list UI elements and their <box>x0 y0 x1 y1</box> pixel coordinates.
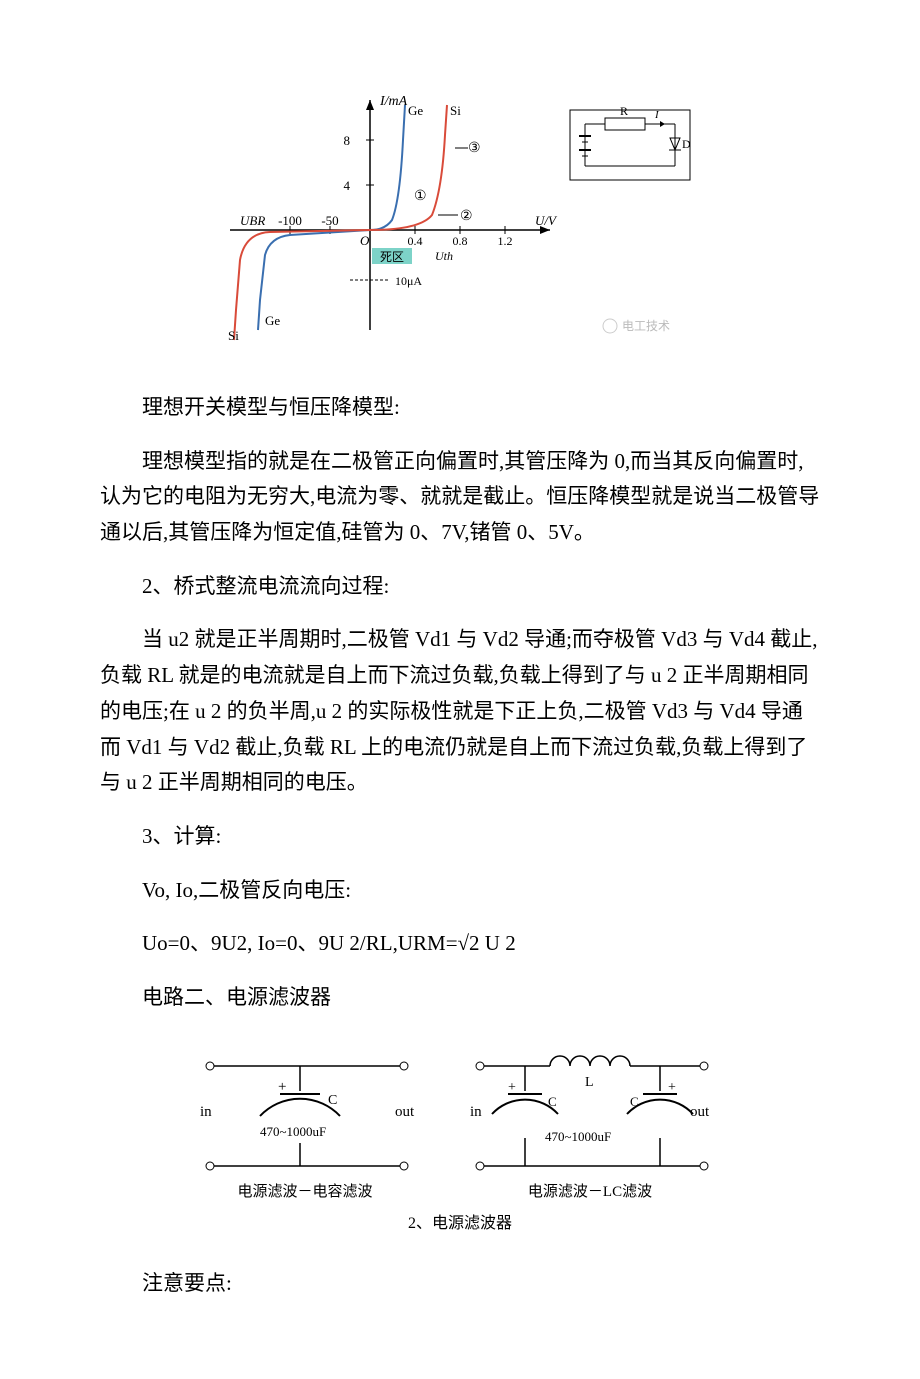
para-calc-heading: 3、计算: <box>100 819 820 855</box>
watermark: 电工技术 <box>603 319 670 333</box>
figure-diode-iv: 8 4 I/mA UBR -100 -50 O 0.4 0.8 1.2 U/V … <box>100 80 820 360</box>
si-reverse-curve <box>234 230 370 340</box>
ge-bottom-label: Ge <box>265 313 280 328</box>
ytick-4: 4 <box>344 178 351 193</box>
circle-1: ① <box>414 189 427 204</box>
cap-in-label: in <box>200 1104 212 1120</box>
xpos-04: 0.4 <box>408 234 423 248</box>
ge-forward-curve <box>370 105 405 230</box>
lc-c1-label: C <box>548 1094 557 1109</box>
filters-svg: in out + C 470~1000uF 电源滤波－电容滤波 <box>180 1036 740 1236</box>
xneg-50: -50 <box>321 213 338 228</box>
filters-main-caption: 2、电源滤波器 <box>408 1214 512 1232</box>
figure-filters: in out + C 470~1000uF 电源滤波－电容滤波 <box>100 1036 820 1236</box>
circuit-i-label: I <box>654 109 660 121</box>
para-calc-vars: Vo, Io,二极管反向电压: <box>100 873 820 909</box>
svg-text:电工技术: 电工技术 <box>622 319 670 333</box>
y-axis-label: I/mA <box>379 94 408 109</box>
x-axis-label: U/V <box>535 213 558 228</box>
current-10ua: 10μA <box>395 274 422 288</box>
xpos-12: 1.2 <box>498 234 513 248</box>
para-notes-heading: 注意要点: <box>100 1266 820 1302</box>
cap-value: 470~1000uF <box>260 1124 326 1139</box>
cap-out-label: out <box>395 1104 415 1120</box>
circle-3: ③ <box>468 141 481 156</box>
diode-iv-svg: 8 4 I/mA UBR -100 -50 O 0.4 0.8 1.2 U/V … <box>210 80 710 360</box>
page-content: 8 4 I/mA UBR -100 -50 O 0.4 0.8 1.2 U/V … <box>0 0 920 1379</box>
para-ideal-model-body: 理想模型指的就是在二极管正向偏置时,其管压降为 0,而当其反向偏置时,认为它的电… <box>100 444 820 551</box>
lc-cap-value: 470~1000uF <box>545 1129 611 1144</box>
lc-plus2: + <box>668 1080 676 1095</box>
uth-label: Uth <box>435 249 453 263</box>
si-bottom-label: Si <box>228 328 239 343</box>
para-bridge-body: 当 u2 就是正半周期时,二极管 Vd1 与 Vd2 导通;而夺极管 Vd3 与… <box>100 622 820 800</box>
para-ideal-model-heading: 理想开关模型与恒压降模型: <box>100 390 820 426</box>
lc-out-label: out <box>690 1104 710 1120</box>
cap-plus: + <box>278 1079 286 1095</box>
para-bridge-heading: 2、桥式整流电流流向过程: <box>100 569 820 605</box>
circle-2: ② <box>460 209 473 224</box>
ge-top-label: Ge <box>408 103 423 118</box>
lc-in-label: in <box>470 1104 482 1120</box>
lc-plus1: + <box>508 1080 516 1095</box>
cap-filter-circuit: in out + C 470~1000uF 电源滤波－电容滤波 <box>200 1062 415 1200</box>
cap-caption: 电源滤波－电容滤波 <box>237 1183 372 1200</box>
circuit-r-label: R <box>620 104 628 118</box>
para-calc-formula: Uo=0、9U2, Io=0、9U 2/RL,URM=√2 U 2 <box>100 926 820 962</box>
lc-c2-label: C <box>630 1094 639 1109</box>
para-filter-heading: 电路二、电源滤波器 <box>100 980 820 1016</box>
ytick-8: 8 <box>344 133 351 148</box>
si-forward-curve <box>370 105 447 230</box>
small-circuit: R I D <box>570 104 691 180</box>
lc-filter-circuit: L in out + C + <box>470 1056 710 1200</box>
si-top-label: Si <box>450 103 461 118</box>
lc-caption: 电源滤波－LC滤波 <box>528 1183 652 1200</box>
circuit-d-label: D <box>682 137 691 151</box>
xpos-08: 0.8 <box>453 234 468 248</box>
cap-c-label: C <box>328 1093 337 1108</box>
deadzone-label: 死区 <box>380 250 404 264</box>
origin-label: O <box>360 233 370 248</box>
ubr-label: UBR <box>240 213 265 228</box>
xneg-100: -100 <box>278 213 302 228</box>
l-label: L <box>585 1075 594 1090</box>
